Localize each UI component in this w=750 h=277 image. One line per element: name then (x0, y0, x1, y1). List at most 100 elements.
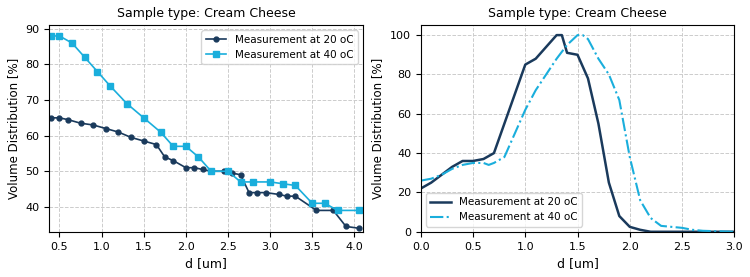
Measurement at 40 oC (266, 180, 274, 184)
Measurement at 40 oC (448, 167, 457, 171)
Measurement at 20 oC (207, 170, 216, 173)
Measurement at 40 oC (730, 230, 739, 234)
Measurement at 20 oC (510, 93, 519, 96)
Measurement at 20 oC (531, 57, 540, 60)
Measurement at 20 oC (552, 34, 561, 37)
Measurement at 40 oC (698, 229, 707, 232)
Measurement at 20 oC (646, 230, 656, 234)
Measurement at 20 oC (114, 130, 123, 134)
Measurement at 20 oC (219, 170, 228, 173)
Measurement at 40 oC (236, 180, 245, 184)
Measurement at 40 oC (437, 173, 446, 176)
Measurement at 40 oC (615, 98, 624, 102)
Measurement at 40 oC (552, 57, 561, 60)
Title: Sample type: Cream Cheese: Sample type: Cream Cheese (488, 7, 667, 20)
Measurement at 20 oC (615, 214, 624, 218)
Measurement at 40 oC (46, 34, 56, 38)
Measurement at 40 oC (354, 209, 363, 212)
Measurement at 20 oC (169, 159, 178, 162)
Measurement at 20 oC (283, 194, 292, 198)
Measurement at 40 oC (490, 161, 499, 165)
Measurement at 20 oC (236, 173, 245, 176)
Measurement at 40 oC (594, 57, 603, 60)
Measurement at 20 oC (64, 118, 73, 121)
Measurement at 20 oC (562, 51, 572, 55)
Measurement at 20 oC (641, 229, 650, 232)
Measurement at 20 oC (291, 194, 300, 198)
Measurement at 20 oC (244, 191, 254, 194)
Measurement at 20 oC (140, 139, 148, 143)
Measurement at 40 oC (484, 163, 494, 166)
Measurement at 20 oC (354, 227, 363, 230)
Measurement at 20 oC (557, 34, 566, 37)
Measurement at 20 oC (469, 159, 478, 163)
Legend: Measurement at 20 oC, Measurement at 40 oC: Measurement at 20 oC, Measurement at 40 … (202, 30, 358, 64)
Measurement at 20 oC (573, 53, 582, 57)
Measurement at 20 oC (253, 191, 262, 194)
Measurement at 20 oC (594, 122, 603, 125)
Measurement at 20 oC (328, 209, 338, 212)
Measurement at 20 oC (636, 228, 645, 232)
Measurement at 20 oC (626, 225, 634, 229)
Measurement at 40 oC (573, 34, 582, 37)
Measurement at 20 oC (490, 152, 499, 155)
Measurement at 40 oC (646, 216, 656, 220)
Measurement at 20 oC (437, 173, 446, 176)
Measurement at 20 oC (542, 45, 550, 48)
Measurement at 40 oC (626, 155, 634, 159)
Measurement at 40 oC (182, 145, 190, 148)
Measurement at 40 oC (510, 132, 519, 135)
Measurement at 20 oC (458, 159, 467, 163)
Measurement at 20 oC (76, 122, 85, 125)
Measurement at 20 oC (274, 193, 283, 196)
Measurement at 40 oC (80, 56, 89, 59)
Line: Measurement at 20 oC: Measurement at 20 oC (421, 35, 734, 232)
Measurement at 40 oC (584, 37, 592, 41)
Measurement at 20 oC (160, 155, 170, 159)
Measurement at 20 oC (190, 166, 199, 169)
Legend: Measurement at 20 oC, Measurement at 40 oC: Measurement at 20 oC, Measurement at 40 … (426, 193, 582, 227)
Line: Measurement at 20 oC: Measurement at 20 oC (49, 116, 361, 231)
Y-axis label: Volume Distribution [%]: Volume Distribution [%] (7, 58, 20, 199)
Measurement at 20 oC (152, 143, 160, 146)
Measurement at 40 oC (520, 108, 530, 112)
Measurement at 40 oC (458, 163, 467, 166)
Measurement at 20 oC (464, 159, 472, 163)
Measurement at 40 oC (122, 102, 131, 105)
Measurement at 40 oC (194, 155, 203, 159)
Measurement at 40 oC (224, 170, 232, 173)
Measurement at 40 oC (677, 226, 686, 230)
Measurement at 40 oC (500, 155, 509, 159)
Measurement at 20 oC (46, 116, 56, 119)
Measurement at 40 oC (68, 42, 76, 45)
Measurement at 20 oC (677, 230, 686, 234)
Line: Measurement at 40 oC: Measurement at 40 oC (48, 33, 362, 214)
Measurement at 20 oC (584, 77, 592, 80)
Measurement at 20 oC (520, 63, 530, 66)
Measurement at 20 oC (312, 209, 321, 212)
Measurement at 40 oC (636, 199, 645, 202)
Measurement at 40 oC (207, 170, 216, 173)
Measurement at 40 oC (474, 161, 483, 165)
X-axis label: d [um]: d [um] (185, 257, 227, 270)
Measurement at 20 oC (198, 168, 207, 171)
Measurement at 40 oC (106, 84, 115, 88)
Measurement at 40 oC (249, 180, 258, 184)
Measurement at 20 oC (427, 181, 436, 184)
Measurement at 40 oC (308, 202, 316, 205)
Measurement at 40 oC (291, 184, 300, 187)
Measurement at 40 oC (140, 116, 148, 119)
Measurement at 20 oC (127, 136, 136, 139)
Measurement at 40 oC (688, 228, 697, 232)
Measurement at 40 oC (578, 34, 587, 37)
Measurement at 20 oC (416, 187, 425, 190)
Measurement at 40 oC (604, 73, 613, 76)
Measurement at 20 oC (730, 230, 739, 234)
Measurement at 20 oC (55, 116, 64, 119)
Measurement at 40 oC (542, 73, 550, 76)
Measurement at 20 oC (262, 191, 271, 194)
Measurement at 40 oC (469, 161, 478, 165)
Measurement at 20 oC (182, 166, 190, 169)
Measurement at 40 oC (656, 224, 665, 227)
Measurement at 20 oC (500, 122, 509, 125)
